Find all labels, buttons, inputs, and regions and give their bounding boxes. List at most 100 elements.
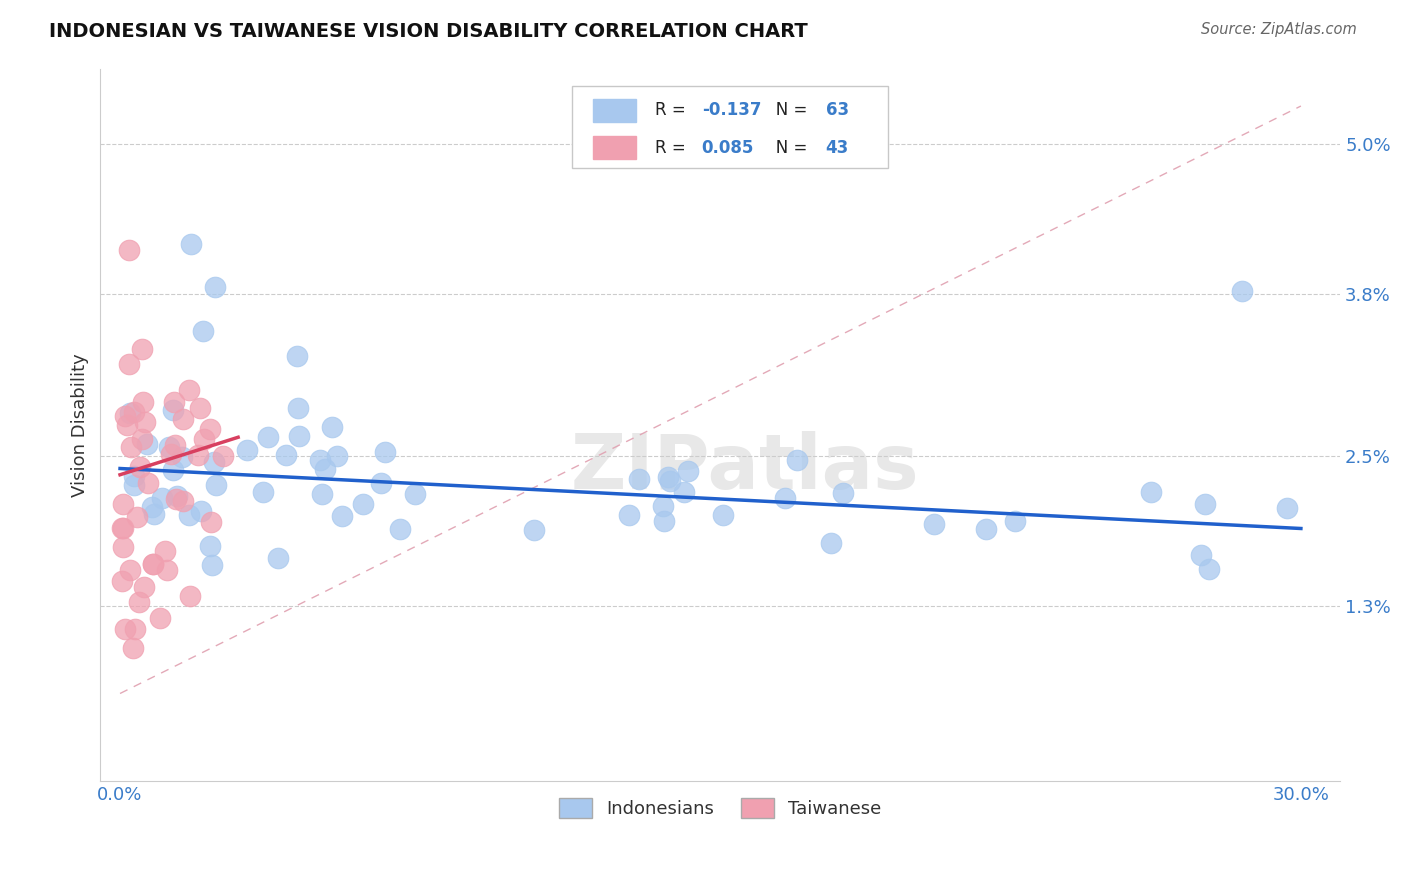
Point	[162, 403, 184, 417]
Point	[267, 550, 290, 565]
Point	[352, 497, 374, 511]
Point	[202, 455, 225, 469]
Point	[172, 493, 194, 508]
Point	[166, 489, 188, 503]
Point	[124, 468, 146, 483]
Point	[122, 477, 145, 491]
Point	[711, 508, 734, 522]
Point	[252, 485, 274, 500]
Point	[1194, 497, 1216, 511]
Text: R =: R =	[655, 139, 690, 157]
Point	[190, 503, 212, 517]
Point	[172, 450, 194, 464]
Point	[404, 487, 426, 501]
Point	[370, 476, 392, 491]
Point	[157, 440, 180, 454]
Point	[204, 280, 226, 294]
Point	[388, 522, 411, 536]
Point	[314, 462, 336, 476]
FancyBboxPatch shape	[571, 87, 887, 169]
Point	[652, 514, 675, 528]
FancyBboxPatch shape	[592, 136, 636, 160]
Point	[122, 405, 145, 419]
Point	[1140, 484, 1163, 499]
Point	[673, 485, 696, 500]
Point	[136, 436, 159, 450]
FancyBboxPatch shape	[592, 99, 636, 122]
Point	[115, 417, 138, 432]
Point	[124, 622, 146, 636]
Point	[179, 508, 201, 522]
Point	[287, 401, 309, 415]
Point	[177, 383, 200, 397]
Point	[162, 463, 184, 477]
Point	[200, 515, 222, 529]
Point	[120, 406, 142, 420]
Point	[200, 540, 222, 554]
Point	[211, 449, 233, 463]
Text: 63: 63	[825, 102, 849, 120]
Point	[111, 574, 134, 588]
Point	[129, 460, 152, 475]
Text: N =: N =	[761, 102, 813, 120]
Point	[120, 440, 142, 454]
Point	[118, 563, 141, 577]
Point	[112, 521, 135, 535]
Point	[276, 448, 298, 462]
Point	[1275, 501, 1298, 516]
Point	[118, 243, 141, 257]
Y-axis label: Vision Disability: Vision Disability	[72, 353, 89, 497]
Point	[118, 358, 141, 372]
Point	[111, 521, 134, 535]
Point	[311, 487, 333, 501]
Point	[193, 432, 215, 446]
Point	[114, 409, 136, 423]
Point	[374, 444, 396, 458]
Point	[1189, 548, 1212, 562]
Point	[131, 343, 153, 357]
Point	[288, 429, 311, 443]
Point	[180, 236, 202, 251]
Point	[111, 497, 134, 511]
Text: INDONESIAN VS TAIWANESE VISION DISABILITY CORRELATION CHART: INDONESIAN VS TAIWANESE VISION DISABILIT…	[49, 22, 808, 41]
Point	[163, 394, 186, 409]
Point	[832, 486, 855, 500]
Point	[205, 477, 228, 491]
Point	[125, 510, 148, 524]
Point	[156, 563, 179, 577]
Point	[172, 411, 194, 425]
Point	[149, 610, 172, 624]
Point	[627, 472, 650, 486]
Point	[820, 536, 842, 550]
Point	[236, 443, 259, 458]
Point	[773, 491, 796, 506]
Point	[111, 540, 134, 554]
Text: ZIPatlas: ZIPatlas	[571, 431, 920, 505]
Point	[150, 491, 173, 506]
Text: -0.137: -0.137	[702, 102, 761, 120]
Point	[122, 641, 145, 656]
Point	[1230, 284, 1253, 298]
Point	[308, 453, 330, 467]
Point	[128, 595, 150, 609]
Point	[114, 623, 136, 637]
Point	[924, 516, 946, 531]
Point	[141, 500, 163, 515]
Point	[257, 430, 280, 444]
Point	[142, 557, 165, 571]
Point	[132, 395, 155, 409]
Point	[165, 492, 187, 507]
Text: 0.085: 0.085	[702, 139, 754, 157]
Point	[134, 415, 156, 429]
Point	[976, 522, 998, 536]
Point	[155, 544, 177, 558]
Point	[285, 349, 308, 363]
Point	[1198, 562, 1220, 576]
Text: Source: ZipAtlas.com: Source: ZipAtlas.com	[1201, 22, 1357, 37]
Text: R =: R =	[655, 102, 690, 120]
Point	[143, 507, 166, 521]
Point	[332, 509, 354, 524]
Point	[190, 401, 212, 415]
Text: N =: N =	[761, 139, 813, 157]
Point	[786, 453, 808, 467]
